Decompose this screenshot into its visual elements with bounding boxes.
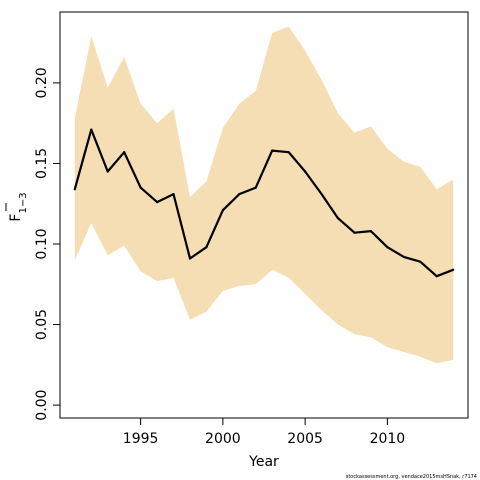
estimate-point-2003 bbox=[271, 149, 274, 152]
estimate-point-2005 bbox=[304, 170, 307, 173]
estimate-point-1995 bbox=[139, 186, 142, 189]
y-tick-label-0.05: 0.05 bbox=[34, 309, 50, 340]
estimate-point-2008 bbox=[353, 231, 356, 234]
estimate-point-2006 bbox=[320, 192, 323, 196]
estimate-points bbox=[73, 128, 455, 278]
y-axis: 0.00 0.05 0.10 0.15 0.20 bbox=[34, 67, 60, 421]
estimate-point-1998 bbox=[188, 257, 192, 260]
estimate-point-2012 bbox=[419, 260, 422, 263]
y-tick-label-0.00: 0.00 bbox=[34, 390, 50, 421]
estimate-point-1992 bbox=[90, 128, 93, 131]
svg-text:F1−3: F1−3 bbox=[8, 192, 29, 221]
estimate-point-2002 bbox=[254, 186, 257, 189]
estimate-point-2007 bbox=[336, 217, 340, 220]
y-tick-label-0.10: 0.10 bbox=[34, 228, 50, 259]
estimate-point-1993 bbox=[106, 170, 109, 173]
x-tick-label-2000: 2000 bbox=[205, 431, 241, 447]
estimate-point-1997 bbox=[172, 192, 175, 196]
estimate-point-1994 bbox=[123, 151, 126, 154]
y-axis-title: F1−3 bbox=[5, 192, 29, 222]
estimate-point-2001 bbox=[238, 192, 241, 196]
estimate-line bbox=[73, 128, 454, 278]
y-tick-label-0.15: 0.15 bbox=[34, 148, 50, 179]
y-axis-title-main: F bbox=[8, 214, 24, 222]
estimate-point-1999 bbox=[205, 246, 208, 249]
plot-frame bbox=[59, 11, 469, 419]
estimate-point-2011 bbox=[402, 255, 405, 258]
estimate-point-2014 bbox=[452, 268, 455, 271]
x-tick-label-1995: 1995 bbox=[123, 431, 159, 447]
estimate-point-1996 bbox=[155, 201, 159, 204]
footnote: stockassessment.org, vendace2015msHSnak,… bbox=[346, 474, 477, 480]
estimate-point-2004 bbox=[287, 151, 290, 154]
estimate-point-2000 bbox=[221, 209, 224, 212]
estimate-point-1991 bbox=[73, 188, 76, 191]
confidence-band bbox=[74, 26, 454, 364]
estimate-point-2013 bbox=[435, 275, 438, 278]
x-tick-label-2010: 2010 bbox=[370, 431, 406, 447]
y-tick-label-0.20: 0.20 bbox=[34, 67, 50, 98]
estimate-point-2010 bbox=[386, 246, 389, 249]
x-tick-label-2005: 2005 bbox=[287, 431, 323, 447]
y-axis-title-sub: 1−3 bbox=[18, 192, 29, 213]
x-axis: 1995 2000 2005 2010 bbox=[123, 418, 405, 447]
x-axis-title: Year bbox=[248, 454, 279, 470]
estimate-point-2009 bbox=[369, 230, 373, 233]
